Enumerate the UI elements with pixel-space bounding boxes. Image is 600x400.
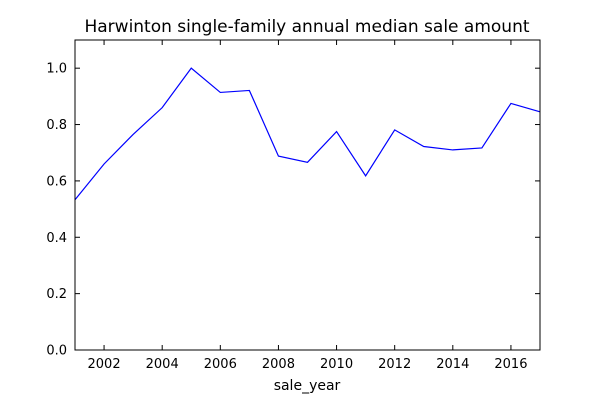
x-tick-label: 2006 — [204, 357, 237, 372]
x-tick-label: 2010 — [320, 357, 353, 372]
x-tick-label: 2014 — [436, 357, 469, 372]
y-tick-label: 0.2 — [46, 287, 67, 302]
chart-title: Harwinton single-family annual median sa… — [84, 17, 529, 37]
x-tick-label: 2004 — [146, 357, 179, 372]
series-line — [74, 67, 541, 201]
x-tick-label: 2012 — [378, 357, 411, 372]
series-layer — [74, 67, 541, 201]
x-axis: 2002 2004 2006 2008 2010 2012 2014 2016 — [88, 40, 527, 372]
y-tick-label: 1.0 — [46, 62, 67, 77]
y-tick-label: 0.0 — [46, 344, 67, 359]
y-tick-label: 0.6 — [46, 174, 67, 189]
x-tick-label: 2002 — [88, 357, 121, 372]
y-axis: 0.0 0.2 0.4 0.6 0.8 1.0 — [46, 62, 540, 359]
y-tick-label: 0.8 — [46, 118, 67, 133]
y-tick-label: 0.4 — [46, 231, 67, 246]
plot-frame — [74, 39, 541, 351]
x-tick-label: 2016 — [494, 357, 527, 372]
x-axis-label: sale_year — [274, 378, 341, 394]
x-tick-label: 2008 — [262, 357, 295, 372]
